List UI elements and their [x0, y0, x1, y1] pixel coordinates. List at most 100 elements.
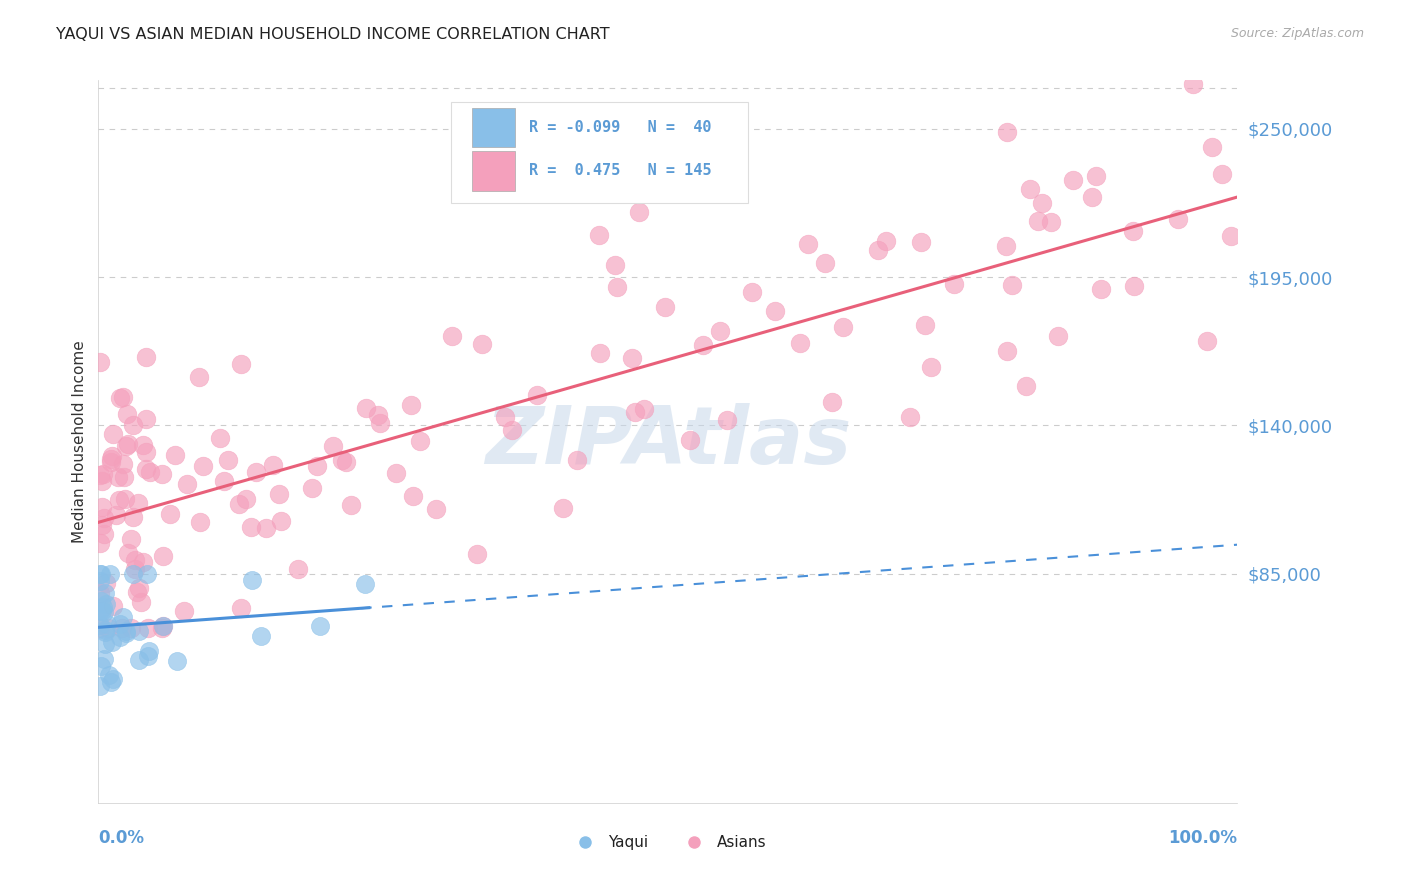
Point — [1195, 334, 1218, 348]
Point — [1211, 167, 1233, 181]
Point — [152, 618, 174, 632]
Point — [240, 520, 263, 534]
Point — [100, 452, 122, 467]
Text: 0.0%: 0.0% — [98, 829, 145, 847]
Point — [152, 549, 174, 563]
Point — [340, 498, 363, 512]
Point — [1031, 196, 1053, 211]
Point — [115, 439, 138, 453]
Point — [135, 412, 157, 426]
Point — [163, 448, 186, 462]
Point — [135, 462, 157, 476]
Text: R = -0.099   N =  40: R = -0.099 N = 40 — [529, 120, 711, 135]
Point — [91, 500, 114, 514]
Point — [942, 277, 965, 292]
Point — [90, 474, 112, 488]
Point — [91, 600, 114, 615]
Point — [89, 621, 111, 635]
Point — [1182, 77, 1205, 91]
Point — [627, 204, 650, 219]
Point — [111, 457, 134, 471]
Point — [101, 634, 124, 648]
Point — [1019, 182, 1042, 196]
Point — [166, 654, 188, 668]
Point — [1000, 278, 1022, 293]
Point — [229, 601, 252, 615]
Point — [173, 604, 195, 618]
Point — [1015, 379, 1038, 393]
Point — [93, 526, 115, 541]
Point — [797, 236, 820, 251]
Point — [150, 467, 173, 481]
Point — [188, 515, 211, 529]
Point — [789, 336, 811, 351]
Point — [187, 369, 209, 384]
Point — [551, 500, 574, 515]
Text: ZIPAtlas: ZIPAtlas — [485, 402, 851, 481]
Point — [994, 239, 1017, 253]
Point — [120, 621, 142, 635]
Point — [1081, 190, 1104, 204]
Point — [135, 445, 157, 459]
Point — [366, 409, 388, 423]
Point — [353, 576, 375, 591]
Point — [875, 234, 897, 248]
Y-axis label: Median Household Income: Median Household Income — [72, 340, 87, 543]
Point — [287, 561, 309, 575]
Point — [820, 395, 842, 409]
Point — [89, 604, 111, 618]
Point — [235, 492, 257, 507]
Point — [108, 391, 131, 405]
Point — [117, 437, 139, 451]
Point — [108, 493, 131, 508]
Point — [101, 599, 124, 613]
Point — [90, 604, 112, 618]
Point — [150, 621, 173, 635]
Point — [1201, 140, 1223, 154]
Point — [494, 409, 516, 424]
Point — [114, 492, 136, 507]
Point — [125, 584, 148, 599]
Point — [97, 668, 120, 682]
Point — [262, 458, 284, 472]
Point — [90, 659, 112, 673]
Point — [716, 413, 738, 427]
Point — [1219, 228, 1241, 243]
Point — [89, 536, 111, 550]
Point — [135, 350, 157, 364]
Point — [441, 329, 464, 343]
Point — [127, 496, 149, 510]
Point — [89, 679, 111, 693]
Point — [741, 285, 763, 299]
Point — [1046, 329, 1069, 343]
Point — [111, 610, 134, 624]
Point — [229, 357, 252, 371]
Point — [103, 672, 125, 686]
Point — [98, 566, 121, 581]
Point — [94, 575, 117, 590]
Point — [995, 343, 1018, 358]
Point — [309, 619, 332, 633]
Point — [91, 467, 114, 481]
Point — [110, 616, 132, 631]
Point — [100, 674, 122, 689]
Point — [603, 258, 626, 272]
Point — [138, 643, 160, 657]
Point — [589, 346, 612, 360]
Point — [1123, 278, 1146, 293]
Point — [409, 434, 432, 448]
Point — [1090, 282, 1112, 296]
Point — [94, 597, 117, 611]
Point — [214, 474, 236, 488]
Point — [93, 651, 115, 665]
Point — [94, 624, 117, 638]
Point — [242, 573, 264, 587]
Point — [114, 624, 136, 638]
Point — [588, 228, 610, 243]
Point — [832, 320, 855, 334]
Point — [89, 355, 111, 369]
Point — [101, 449, 124, 463]
Point — [112, 470, 135, 484]
Point — [94, 624, 117, 639]
Point — [1167, 211, 1189, 226]
